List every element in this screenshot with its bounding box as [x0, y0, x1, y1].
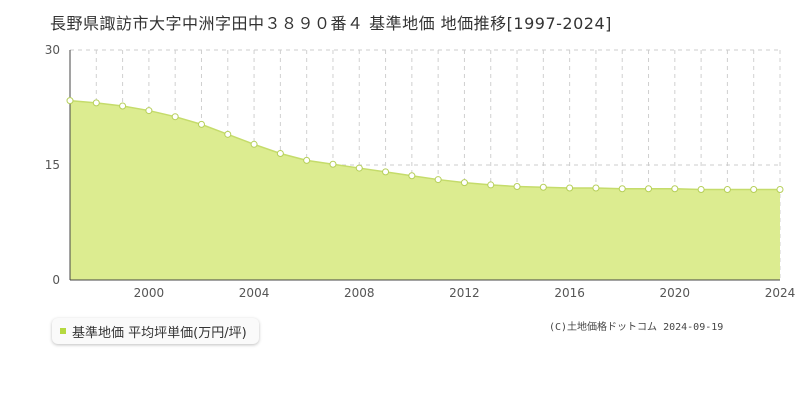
data-point-2014: [513, 182, 521, 190]
x-tick-label-2024: 2024: [765, 286, 796, 300]
data-point-2022: [723, 186, 731, 194]
copyright-credit: (C)土地価格ドットコム 2024-09-19: [549, 322, 724, 333]
y-tick-label-30: 30: [45, 43, 60, 57]
data-point-2016: [566, 184, 574, 192]
data-points: [66, 97, 784, 194]
axes: [69, 50, 780, 281]
data-point-2024: [776, 186, 784, 194]
legend-label: 基準地価 平均坪単価(万円/坪): [72, 325, 247, 341]
x-tick-label-2008: 2008: [344, 286, 375, 300]
data-point-2018: [618, 185, 626, 193]
data-point-2004: [250, 140, 258, 148]
data-point-2001: [171, 113, 179, 121]
data-point-2023: [750, 186, 758, 194]
page-title: 長野県諏訪市大字中洲字田中３８９０番４ 基準地価 地価推移[1997-2024]: [50, 14, 612, 33]
data-point-2003: [224, 130, 232, 138]
data-point-2002: [197, 120, 205, 128]
data-point-2008: [355, 164, 363, 172]
x-tick-label-2016: 2016: [554, 286, 585, 300]
data-point-2009: [382, 168, 390, 176]
data-point-2005: [276, 150, 284, 157]
data-point-2020: [671, 185, 679, 193]
data-point-2019: [645, 185, 653, 193]
data-point-1998: [92, 99, 100, 107]
series-line: [69, 99, 780, 191]
data-point-1999: [119, 102, 127, 110]
y-tick-label-0: 0: [52, 273, 60, 287]
data-point-2000: [145, 107, 153, 115]
data-point-1997: [66, 97, 74, 105]
data-point-2012: [460, 179, 468, 187]
legend: 基準地価 平均坪単価(万円/坪): [52, 318, 259, 344]
y-tick-label-15: 15: [45, 158, 60, 172]
tick-labels: 0 15 30 2000 2004 2008 2012 2016 2020 2024: [45, 43, 796, 300]
x-tick-label-2020: 2020: [660, 286, 691, 300]
data-point-2017: [592, 184, 600, 192]
legend-swatch: [60, 328, 66, 334]
data-point-2013: [487, 181, 495, 189]
data-point-2007: [329, 160, 337, 168]
data-point-2006: [303, 156, 311, 164]
x-tick-label-2012: 2012: [449, 286, 480, 300]
x-tick-label-2004: 2004: [239, 286, 270, 300]
x-tick-label-2000: 2000: [134, 286, 165, 300]
data-point-2015: [539, 183, 547, 191]
data-point-2011: [434, 176, 442, 184]
data-point-2021: [697, 186, 705, 194]
data-point-2010: [408, 172, 416, 180]
area-fill: [70, 100, 780, 280]
